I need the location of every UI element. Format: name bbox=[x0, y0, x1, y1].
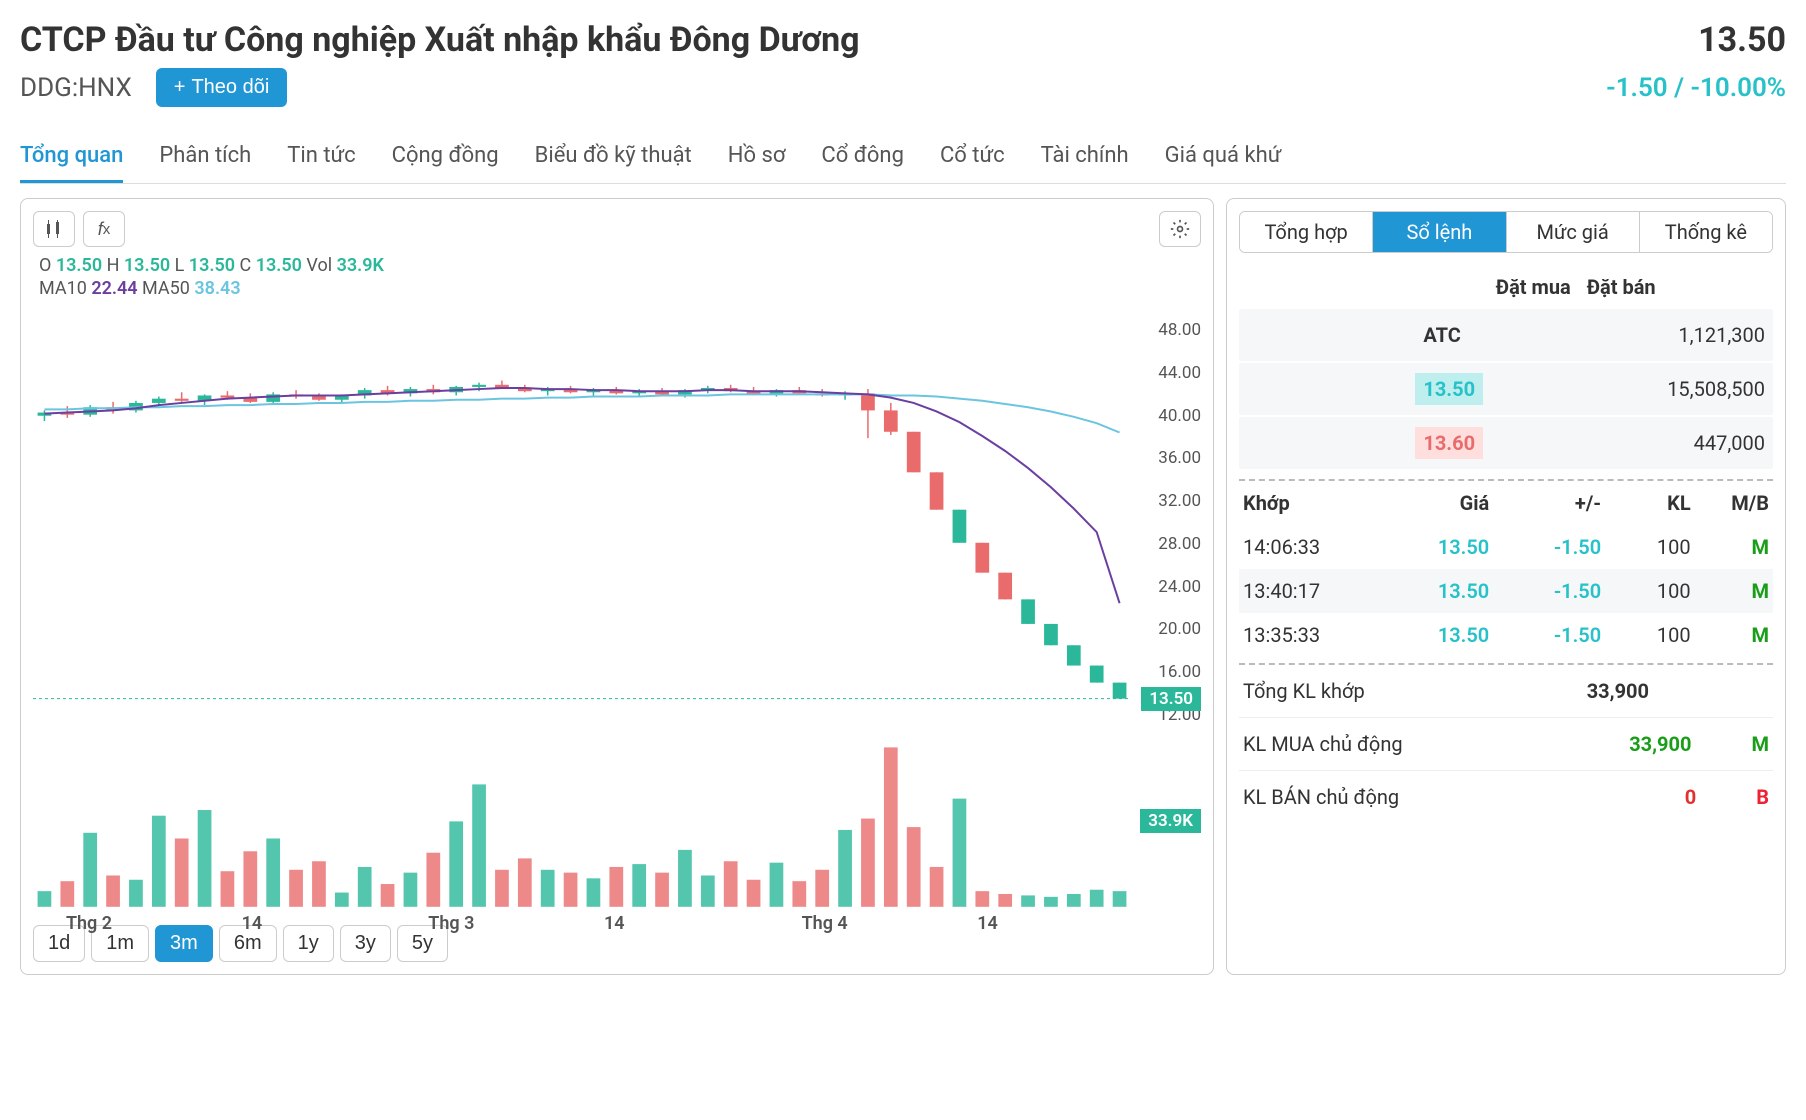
nav-tab-4[interactable]: Biểu đồ kỹ thuật bbox=[535, 131, 692, 183]
company-name: CTCP Đầu tư Công nghiệp Xuất nhập khẩu Đ… bbox=[20, 20, 860, 60]
follow-button[interactable]: + Theo dõi bbox=[156, 68, 288, 107]
price-badge: 13.50 bbox=[1141, 687, 1201, 711]
volume-badge: 33.9K bbox=[1140, 809, 1201, 833]
nav-tab-7[interactable]: Cổ tức bbox=[940, 131, 1005, 183]
y-axis-label: 24.00 bbox=[1158, 577, 1201, 597]
price-change: -1.50 / -10.00% bbox=[1606, 73, 1786, 103]
trades-header: Khớp Giá +/- KL M/B bbox=[1239, 481, 1773, 525]
chart-panel: fx O 13.50 H 13.50 L 13.50 C 13.50 Vol 3… bbox=[20, 198, 1214, 975]
last-price: 13.50 bbox=[1698, 20, 1786, 60]
chart-area[interactable]: 48.00 44.00 40.00 36.00 32.00 28.00 24.00 20.00… bbox=[33, 309, 1201, 919]
y-axis-label: 16.00 bbox=[1158, 662, 1201, 682]
x-axis-label: 14 bbox=[242, 913, 263, 934]
nav-tab-1[interactable]: Phân tích bbox=[159, 131, 251, 183]
orderbook-header: Đặt mua Đặt bán bbox=[1239, 265, 1773, 309]
y-axis-label: 32.00 bbox=[1158, 491, 1201, 511]
x-axis-label: Thg 4 bbox=[802, 913, 848, 934]
x-axis-label: Thg 2 bbox=[66, 913, 112, 934]
x-axis-label: Thg 3 bbox=[428, 913, 474, 934]
order-row: 13.60447,000 bbox=[1239, 417, 1773, 469]
order-row: 13.5015,508,500 bbox=[1239, 363, 1773, 415]
trade-row: 13:35:3313.50-1.50100M bbox=[1239, 613, 1773, 657]
timeframe-3m[interactable]: 3m bbox=[155, 925, 213, 962]
y-axis-label: 44.00 bbox=[1158, 363, 1201, 383]
y-axis-label: 28.00 bbox=[1158, 534, 1201, 554]
nav-tab-9[interactable]: Giá quá khứ bbox=[1165, 131, 1282, 183]
nav-tab-8[interactable]: Tài chính bbox=[1041, 131, 1129, 183]
x-axis-label: 14 bbox=[604, 913, 625, 934]
y-axis-label: 48.00 bbox=[1158, 320, 1201, 340]
follow-label: Theo dõi bbox=[191, 76, 269, 99]
indicator-fx-button[interactable]: fx bbox=[83, 211, 125, 247]
settings-gear-button[interactable] bbox=[1159, 211, 1201, 247]
side-tabs: Tổng hợpSổ lệnhMức giáThống kê bbox=[1239, 211, 1773, 253]
plus-icon: + bbox=[174, 76, 186, 99]
side-tab-2[interactable]: Mức giá bbox=[1507, 212, 1640, 252]
side-tab-3[interactable]: Thống kê bbox=[1640, 212, 1772, 252]
order-row: ATC1,121,300 bbox=[1239, 309, 1773, 361]
timeframe-3y[interactable]: 3y bbox=[340, 925, 391, 962]
ticker-symbol: DDG:HNX bbox=[20, 73, 132, 103]
timeframe-1y[interactable]: 1y bbox=[283, 925, 334, 962]
candlestick-type-button[interactable] bbox=[33, 211, 75, 247]
nav-tab-2[interactable]: Tin tức bbox=[287, 131, 355, 183]
nav-tab-6[interactable]: Cổ đông bbox=[821, 131, 904, 183]
y-axis-label: 40.00 bbox=[1158, 406, 1201, 426]
y-axis-label: 20.00 bbox=[1158, 619, 1201, 639]
trade-row: 13:40:1713.50-1.50100M bbox=[1239, 569, 1773, 613]
trade-row: 14:06:3313.50-1.50100M bbox=[1239, 525, 1773, 569]
summary-buy: KL MUA chủ động 33,900M bbox=[1239, 717, 1773, 770]
side-tab-0[interactable]: Tổng hợp bbox=[1240, 212, 1373, 252]
ohlc-readout: O 13.50 H 13.50 L 13.50 C 13.50 Vol 33.9… bbox=[39, 255, 1201, 276]
nav-tabs: Tổng quan Phân tích Tin tức Cộng đồng Biểu đ… bbox=[20, 131, 1786, 184]
y-axis-label: 36.00 bbox=[1158, 448, 1201, 468]
x-axis-label: 14 bbox=[977, 913, 998, 934]
nav-tab-0[interactable]: Tổng quan bbox=[20, 131, 123, 183]
side-panel: Tổng hợpSổ lệnhMức giáThống kê Đặt mua Đ… bbox=[1226, 198, 1786, 975]
summary-total: Tổng KL khớp 33,900 bbox=[1239, 663, 1773, 717]
nav-tab-5[interactable]: Hồ sơ bbox=[728, 131, 786, 183]
summary-sell: KL BÁN chủ động 0B bbox=[1239, 770, 1773, 823]
nav-tab-3[interactable]: Cộng đồng bbox=[392, 131, 499, 183]
side-tab-1[interactable]: Sổ lệnh bbox=[1373, 212, 1506, 252]
ma-readout: MA10 22.44 MA50 38.43 bbox=[39, 278, 1201, 299]
